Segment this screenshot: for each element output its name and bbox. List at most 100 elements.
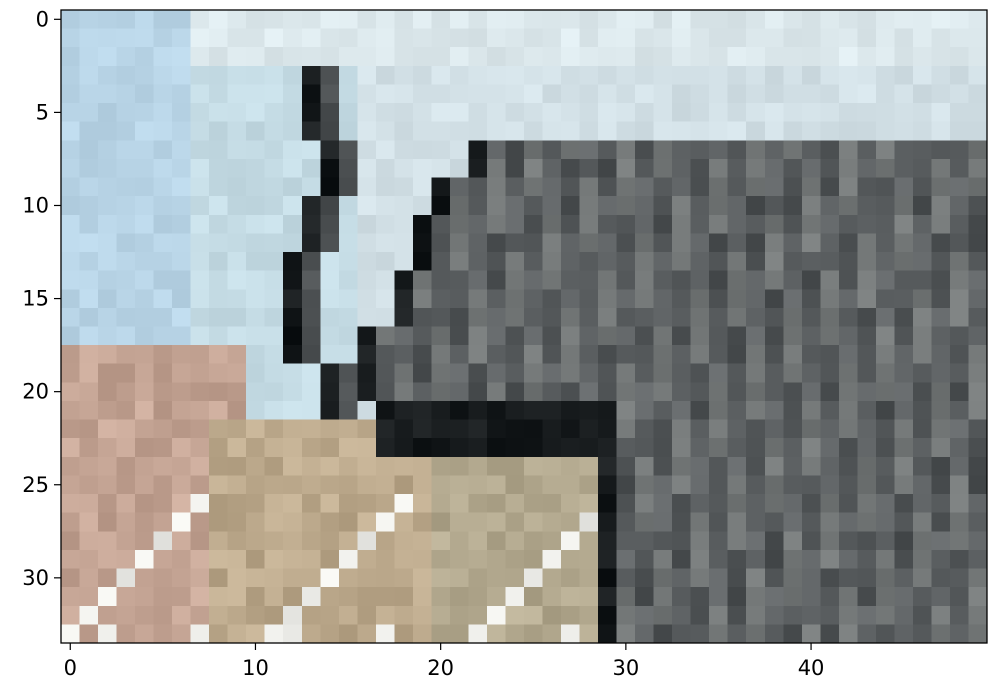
image-pixel bbox=[783, 419, 803, 439]
image-pixel bbox=[635, 494, 655, 514]
image-pixel bbox=[968, 382, 988, 402]
image-pixel bbox=[301, 177, 321, 197]
image-pixel bbox=[468, 252, 488, 272]
image-pixel bbox=[838, 549, 858, 569]
image-pixel bbox=[912, 605, 932, 625]
image-pixel bbox=[153, 177, 173, 197]
image-pixel bbox=[209, 214, 229, 234]
image-pixel bbox=[135, 158, 154, 178]
image-pixel bbox=[820, 121, 840, 141]
image-pixel bbox=[820, 624, 840, 644]
image-pixel bbox=[431, 531, 451, 551]
image-pixel bbox=[190, 549, 210, 569]
image-pixel bbox=[820, 419, 840, 439]
image-pixel bbox=[727, 270, 747, 290]
image-pixel bbox=[838, 10, 858, 30]
image-pixel bbox=[320, 10, 340, 30]
image-pixel bbox=[801, 587, 821, 607]
image-pixel bbox=[912, 289, 932, 309]
image-pixel bbox=[264, 47, 284, 67]
image-pixel bbox=[801, 512, 821, 532]
image-pixel bbox=[524, 363, 543, 383]
image-pixel bbox=[653, 587, 673, 607]
image-pixel bbox=[894, 605, 914, 625]
image-pixel bbox=[579, 345, 599, 365]
image-pixel bbox=[357, 233, 377, 253]
image-pixel bbox=[209, 456, 229, 476]
image-pixel bbox=[746, 531, 766, 551]
image-pixel bbox=[246, 158, 266, 178]
image-pixel bbox=[301, 252, 321, 272]
image-pixel bbox=[838, 196, 858, 216]
image-pixel bbox=[709, 214, 729, 234]
image-pixel bbox=[227, 456, 247, 476]
image-pixel bbox=[542, 84, 562, 104]
image-pixel bbox=[616, 400, 636, 420]
image-pixel bbox=[524, 103, 543, 123]
image-pixel bbox=[61, 140, 80, 160]
image-pixel bbox=[116, 438, 136, 458]
image-pixel bbox=[709, 158, 729, 178]
image-pixel bbox=[727, 307, 747, 327]
image-pixel bbox=[653, 438, 673, 458]
image-pixel bbox=[764, 307, 784, 327]
image-pixel bbox=[857, 326, 877, 346]
image-pixel bbox=[524, 196, 543, 216]
image-pixel bbox=[801, 140, 821, 160]
image-pixel bbox=[949, 177, 969, 197]
image-pixel bbox=[672, 158, 692, 178]
image-pixel bbox=[375, 549, 395, 569]
image-pixel bbox=[857, 196, 877, 216]
image-pixel bbox=[394, 549, 414, 569]
image-pixel bbox=[857, 307, 877, 327]
image-pixel bbox=[135, 512, 154, 532]
image-pixel bbox=[727, 587, 747, 607]
image-pixel bbox=[338, 605, 358, 625]
image-pixel bbox=[542, 400, 562, 420]
image-pixel bbox=[598, 326, 617, 346]
image-pixel bbox=[653, 345, 673, 365]
image-pixel bbox=[190, 400, 210, 420]
image-pixel bbox=[301, 196, 321, 216]
image-pixel bbox=[746, 400, 766, 420]
image-pixel bbox=[190, 345, 210, 365]
image-pixel bbox=[968, 65, 988, 85]
image-pixel bbox=[227, 438, 247, 458]
image-pixel bbox=[61, 326, 80, 346]
image-pixel bbox=[375, 419, 395, 439]
image-pixel bbox=[301, 289, 321, 309]
image-pixel bbox=[505, 531, 525, 551]
image-pixel bbox=[98, 233, 117, 253]
image-pixel bbox=[172, 512, 192, 532]
image-pixel bbox=[61, 624, 80, 644]
image-pixel bbox=[320, 605, 340, 625]
image-pixel bbox=[246, 10, 266, 30]
image-pixel bbox=[431, 84, 451, 104]
image-pixel bbox=[949, 233, 969, 253]
image-pixel bbox=[542, 624, 562, 644]
image-pixel bbox=[153, 214, 173, 234]
image-pixel bbox=[968, 252, 988, 272]
image-pixel bbox=[431, 307, 451, 327]
image-pixel bbox=[412, 587, 432, 607]
image-pixel bbox=[431, 382, 451, 402]
image-pixel bbox=[190, 419, 210, 439]
image-pixel bbox=[246, 549, 266, 569]
image-pixel bbox=[394, 140, 414, 160]
image-pixel bbox=[468, 587, 488, 607]
image-pixel bbox=[746, 140, 766, 160]
image-pixel bbox=[505, 419, 525, 439]
image-pixel bbox=[672, 28, 692, 48]
image-pixel bbox=[301, 307, 321, 327]
image-pixel bbox=[98, 549, 117, 569]
image-pixel bbox=[301, 10, 321, 30]
image-pixel bbox=[746, 270, 766, 290]
image-pixel bbox=[672, 10, 692, 30]
image-pixel bbox=[838, 307, 858, 327]
image-pixel bbox=[394, 419, 414, 439]
image-pixel bbox=[579, 103, 599, 123]
image-pixel bbox=[394, 587, 414, 607]
image-pixel bbox=[357, 549, 377, 569]
image-pixel bbox=[209, 475, 229, 495]
